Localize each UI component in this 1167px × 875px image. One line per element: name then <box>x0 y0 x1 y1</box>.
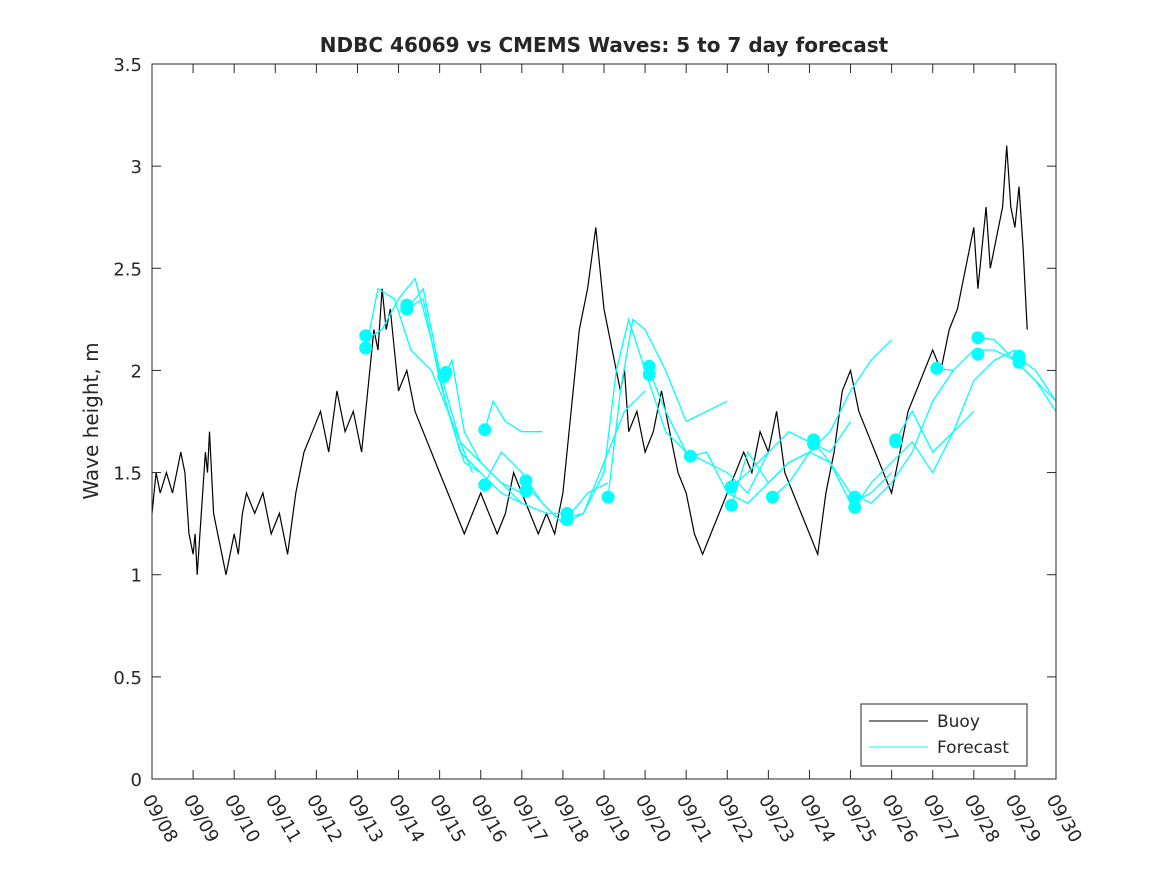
forecast-point-17 <box>724 498 738 512</box>
forecast-series-line-9 <box>566 317 687 519</box>
y-tick-label: 1 <box>131 566 142 587</box>
forecast-point-10 <box>519 474 533 488</box>
chart-title: NDBC 46069 vs CMEMS Waves: 5 to 7 day fo… <box>320 33 889 57</box>
y-tick-label: 2 <box>131 361 142 382</box>
forecast-point-19 <box>766 490 779 504</box>
legend-forecast-label: Forecast <box>937 738 1009 758</box>
forecast-point-28 <box>971 331 985 345</box>
y-tick-label: 1.5 <box>113 464 142 485</box>
y-tick-label: 0 <box>131 770 142 791</box>
forecast-point-8 <box>478 478 492 492</box>
forecast-series-line-18 <box>895 349 1016 454</box>
forecast-point-16 <box>683 449 697 463</box>
forecast-series-line-10 <box>607 318 728 498</box>
forecast-point-2 <box>359 329 373 343</box>
y-axis-label: Wave height, m <box>79 342 103 499</box>
forecast-point-27 <box>971 347 985 361</box>
forecast-point-23 <box>848 490 862 504</box>
axes-background <box>152 64 1056 779</box>
y-tick-label: 3 <box>131 157 142 178</box>
forecast-point-12 <box>560 506 574 520</box>
legend: Buoy Forecast <box>860 703 1028 767</box>
forecast-series-line-16 <box>813 370 954 504</box>
y-tick-label: 0.5 <box>113 668 142 689</box>
forecast-point-15 <box>642 359 656 373</box>
forecast-series-line-6 <box>484 399 543 433</box>
forecast-point-4 <box>400 298 414 312</box>
forecast-series-line-11 <box>648 370 769 495</box>
forecast-point-21 <box>807 433 821 447</box>
series-layer <box>151 145 1057 575</box>
forecast-point-25 <box>889 433 903 447</box>
buoy-series-line <box>151 145 1028 575</box>
forecast-series-line-4 <box>406 297 523 504</box>
y-tick-label: 3.5 <box>113 55 142 76</box>
forecast-series-line-13 <box>730 421 852 488</box>
forecast-point-9 <box>519 484 533 498</box>
forecast-point-6 <box>439 366 453 379</box>
forecast-point-30 <box>1012 349 1026 363</box>
forecast-point-7 <box>478 423 492 437</box>
forecast-point-1 <box>359 341 373 355</box>
y-tick-label: 2.5 <box>113 259 142 280</box>
forecast-point-18 <box>724 480 738 494</box>
legend-buoy-label: Buoy <box>937 712 980 732</box>
forecast-point-13 <box>601 490 615 504</box>
legend-box <box>860 703 1028 767</box>
forecast-point-22 <box>848 500 862 514</box>
forecast-point-26 <box>930 361 944 375</box>
